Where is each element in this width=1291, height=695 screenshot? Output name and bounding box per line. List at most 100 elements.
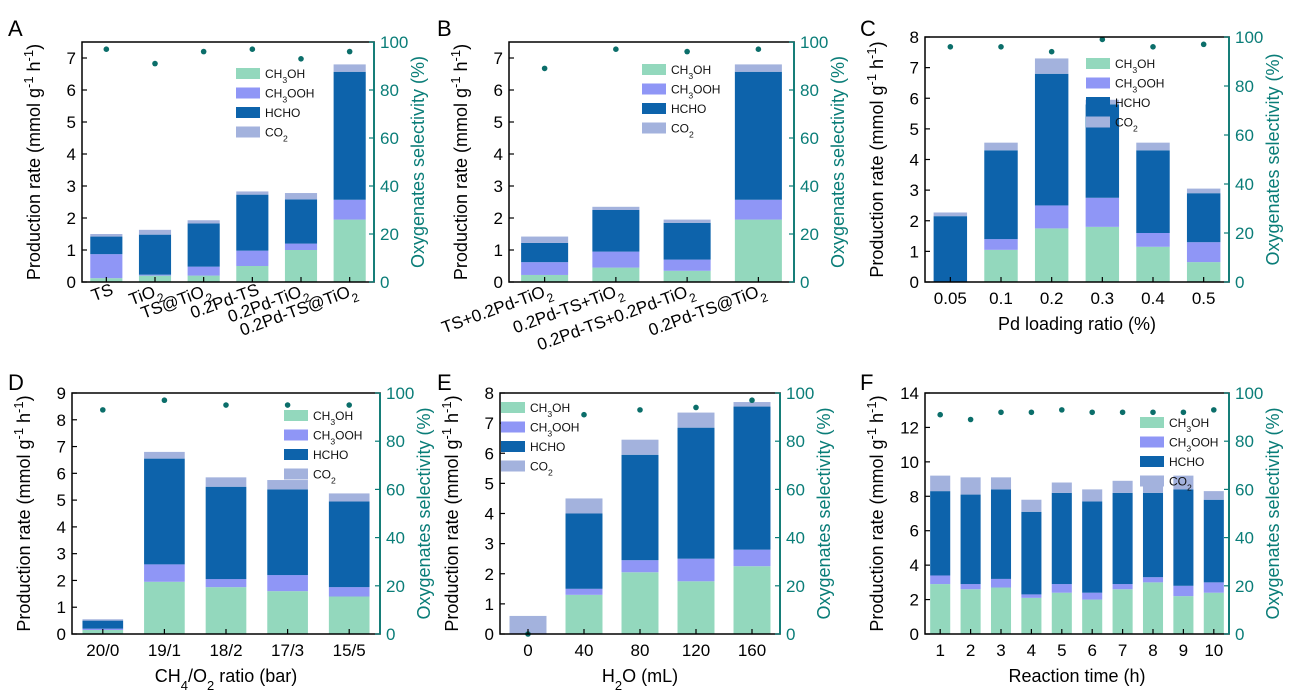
bar-ch3oh [144,581,185,634]
legend-label: CO2 [1169,475,1192,493]
bar-co2 [990,477,1012,490]
y2-tick-label: 100 [1235,28,1263,47]
bar-hcho [1112,492,1133,585]
selectivity-point [1119,409,1126,416]
y-tick-label: 5 [910,120,919,139]
legend-label: HCHO [313,448,348,462]
panel-letter: F [860,370,873,395]
bar-hcho [284,199,318,244]
legend-swatch [1086,58,1110,69]
y-tick-label: 1 [485,595,494,614]
x-tick-label: 6 [1087,641,1096,660]
y-tick-label: 6 [67,81,76,100]
y-tick-label: 7 [485,414,494,433]
y-tick-label: 5 [67,113,76,132]
legend-label: CO2 [530,460,553,478]
bar-ch3ooh [144,564,185,582]
bar-hcho [90,236,123,255]
y2-tick-label: 60 [386,480,405,499]
legend-label: CO2 [1115,116,1138,134]
bar-ch3oh [733,566,771,634]
panel-letter: B [437,16,452,41]
bar-ch3oh [1136,246,1170,282]
legend-swatch [1086,116,1110,128]
bar-ch3oh [621,572,659,634]
selectivity-point [947,44,954,50]
legend-swatch [501,402,525,413]
bar-co2 [1203,491,1224,500]
bar-co2 [565,498,603,514]
bar-ch3ooh [236,250,269,266]
legend-swatch [236,107,260,118]
y-tick-label: 6 [57,464,66,483]
y-tick-label: 1 [67,241,76,260]
bar-hcho [1203,499,1224,583]
bar-ch3ooh [1112,584,1133,590]
y-tick-label: 3 [910,181,919,200]
x-tick-label: 0.4 [1141,289,1165,308]
plot-frame [924,36,1230,283]
bar-ch3oh [930,584,951,634]
bar-co2 [1136,142,1170,151]
y2-tick-label: 100 [786,384,814,403]
y-tick-label: 0 [494,273,503,292]
selectivity-point [1089,409,1095,416]
legend-label: CH3OH [313,409,353,427]
y-tick-label: 0 [57,625,66,644]
selectivity-point [613,46,619,52]
y2-axis-title: Oxygenates selectivity (%) [1263,407,1283,619]
bar-ch3oh [984,249,1018,282]
legend-label: CO2 [265,126,288,144]
bar-ch3ooh [733,549,771,567]
bar-ch3ooh [592,251,640,268]
selectivity-point [637,407,643,413]
bar-co2 [663,219,711,223]
bar-co2 [1051,482,1072,493]
y2-axis-title: Oxygenates selectivity (%) [414,407,434,619]
y-tick-label: 6 [494,81,503,100]
bar-ch3oh [328,596,370,634]
panel-letter: E [437,370,452,395]
x-tick-label: 0.1 [989,289,1013,308]
selectivity-point [937,411,943,418]
selectivity-point [684,48,690,55]
selectivity-point [100,407,106,413]
bar-ch3ooh [1082,592,1103,600]
bar-ch3ooh [284,243,318,250]
selectivity-point [1180,409,1187,416]
x-tick-label: 0.5 [1192,289,1216,308]
bar-ch3oh [1142,582,1164,634]
bar-hcho [621,454,659,561]
y-tick-label: 2 [67,209,76,228]
y-tick-label: 2 [494,209,503,228]
bar-ch3ooh [138,274,172,276]
bar-co2 [328,493,370,502]
panel-letter: D [8,370,24,395]
y2-tick-label: 40 [380,177,399,196]
x-tick-label: 40 [575,641,594,660]
y2-tick-label: 0 [786,625,795,644]
y-tick-label: 0 [485,625,494,644]
selectivity-point [755,46,762,52]
bar-hcho [521,242,569,263]
selectivity-point [1048,48,1055,55]
bar-hcho [1034,73,1069,206]
legend-swatch [1140,475,1164,487]
panel-letter: C [860,16,876,41]
bar-co2 [930,475,951,492]
y2-tick-label: 80 [1235,432,1254,451]
legend-swatch [642,64,666,75]
x-tick-label: 8 [1148,641,1157,660]
legend-swatch [642,103,666,114]
bar-co2 [284,193,318,200]
bar-ch3oh [1173,596,1194,634]
legend-label: CH3OOH [671,83,720,101]
y-tick-label: 4 [485,505,494,524]
bar-ch3oh [1082,599,1103,634]
selectivity-point [541,65,548,72]
